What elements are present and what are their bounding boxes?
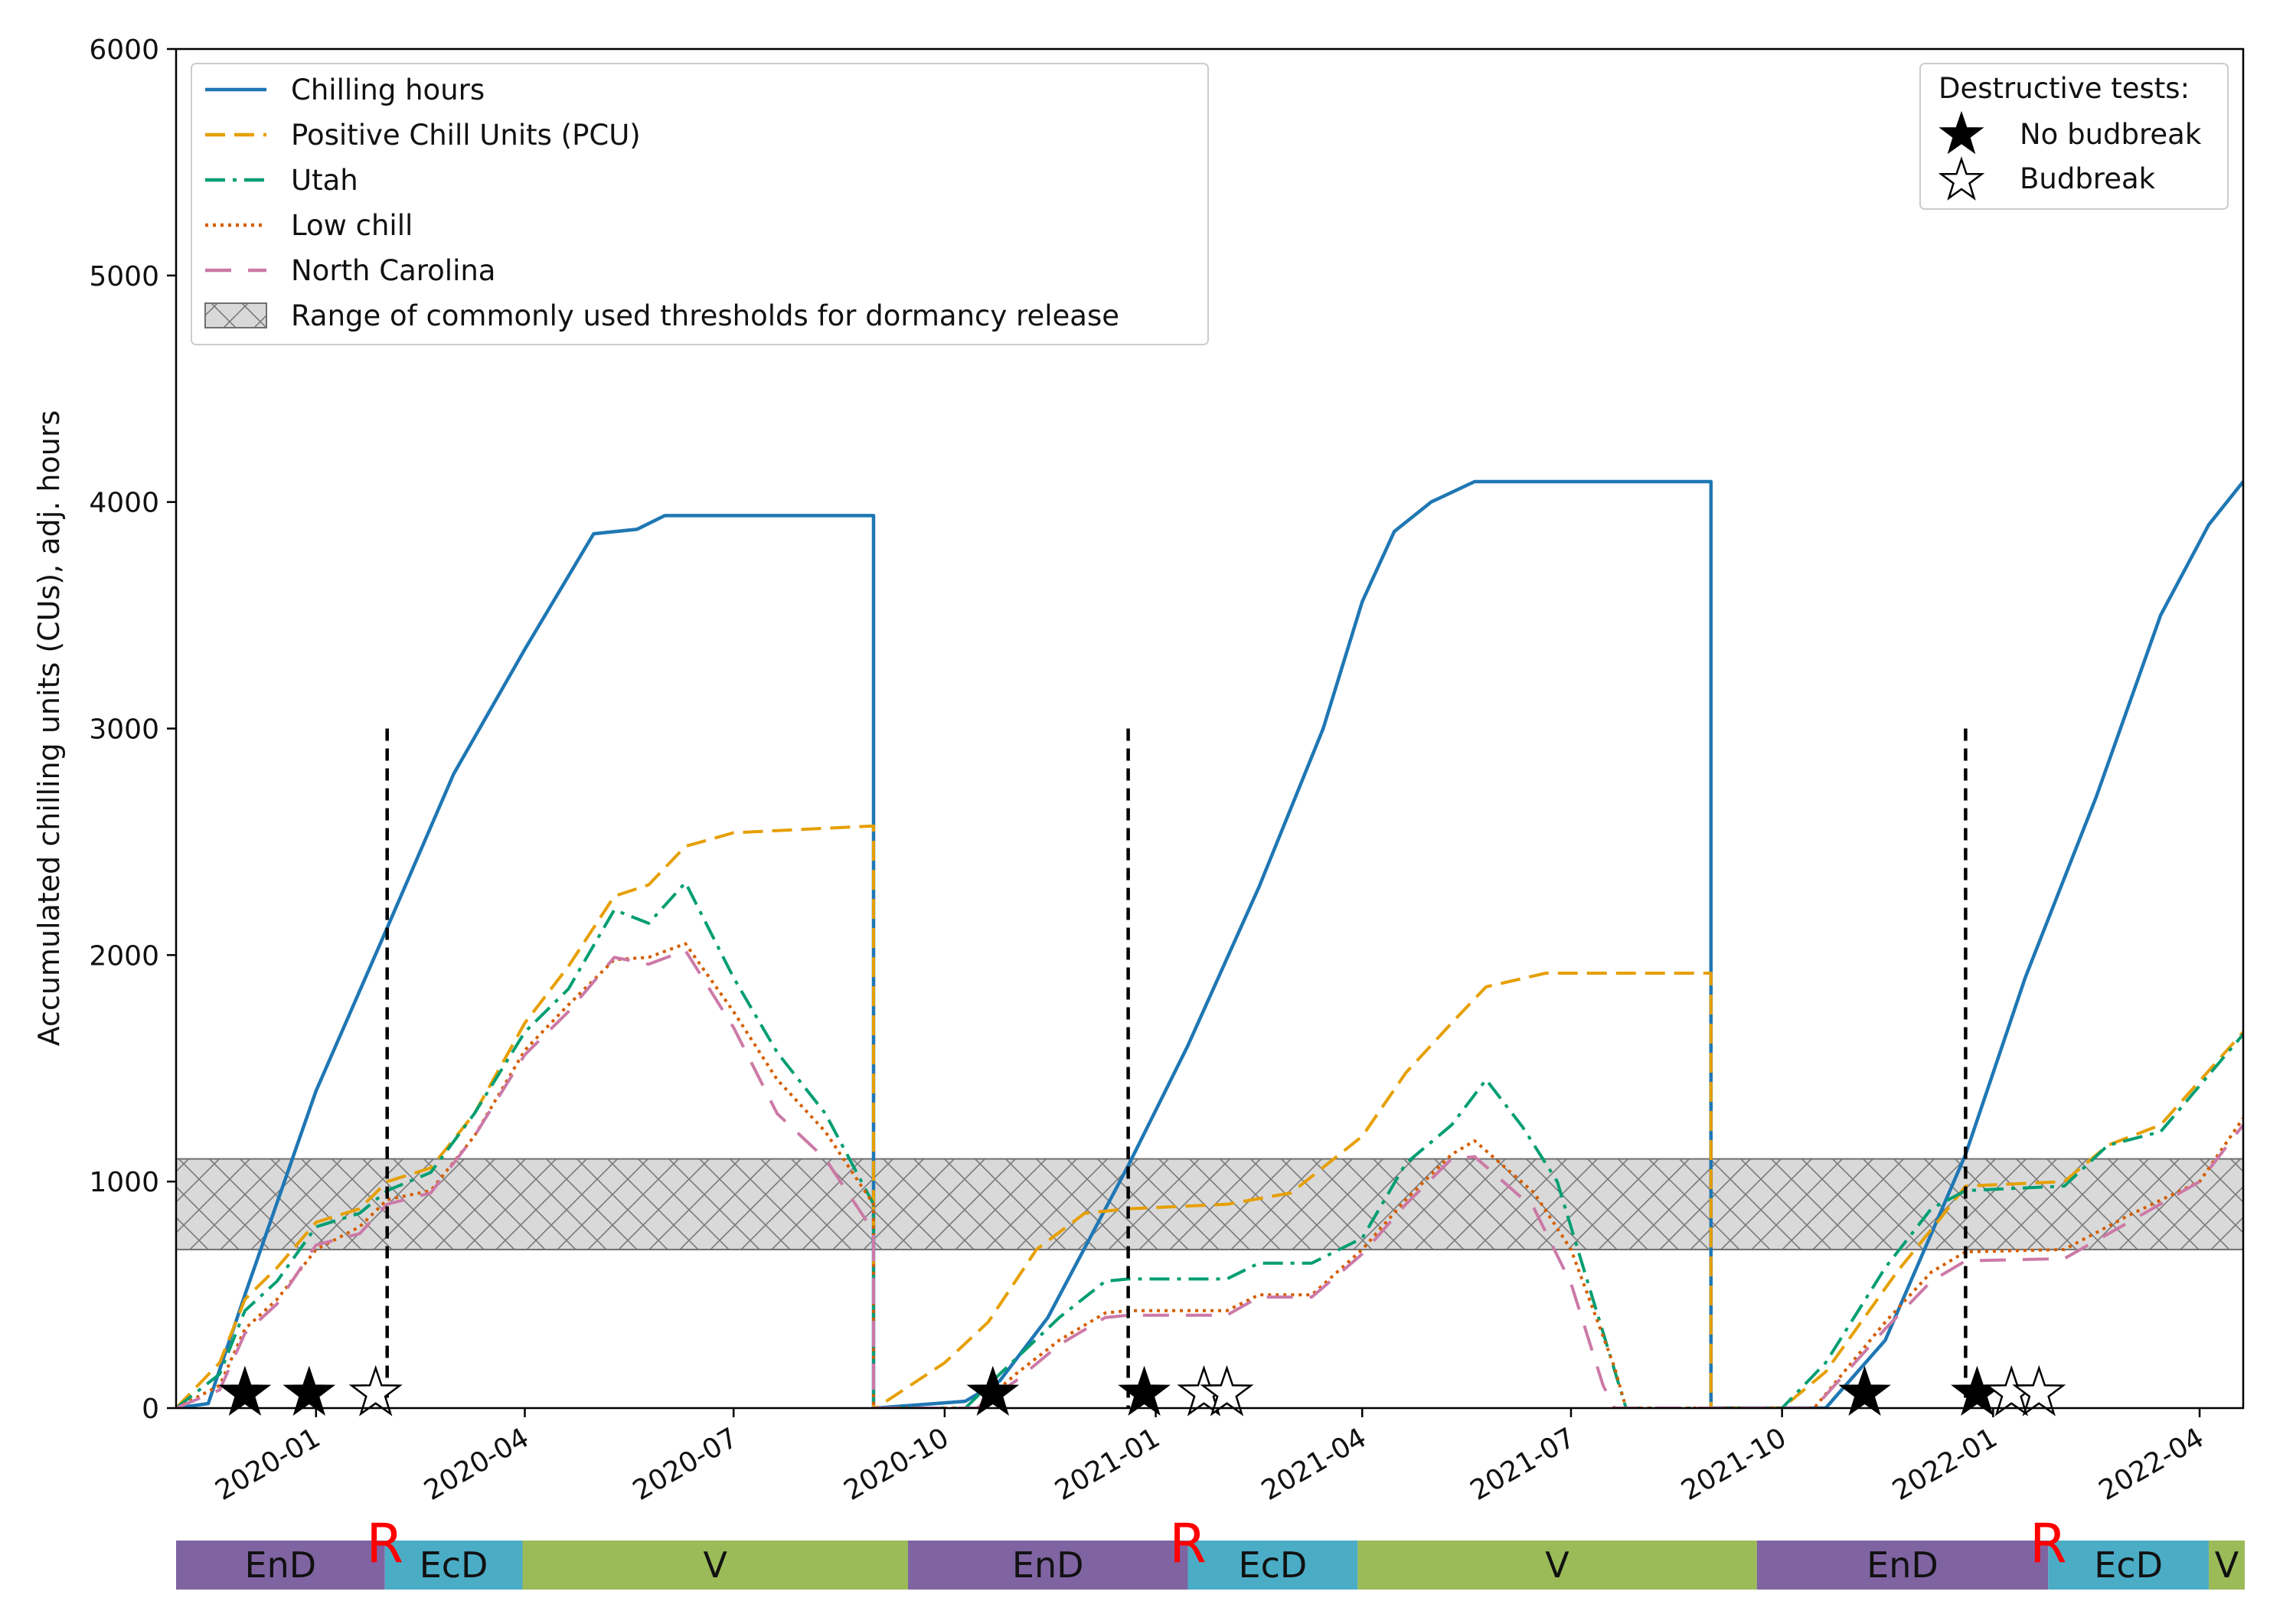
release-marker-3: R bbox=[2030, 1512, 2067, 1575]
y-tick-label-4: 3000 bbox=[89, 714, 159, 746]
x-tick-label-9: 2022-01 bbox=[1887, 1422, 2003, 1507]
x-tick-label-6: 2021-04 bbox=[1256, 1422, 1372, 1507]
y-tick-label-3: 2000 bbox=[89, 940, 159, 972]
y-tick-label-6: 5000 bbox=[89, 261, 159, 292]
phase-segment-1 bbox=[176, 1541, 385, 1590]
phase-segment-2 bbox=[384, 1541, 523, 1590]
phase-segment-4 bbox=[907, 1541, 1188, 1590]
y-tick-label-1: 0 bbox=[142, 1394, 159, 1425]
y-axis-label: Accumulated chilling units (CUs), adj. h… bbox=[32, 410, 66, 1047]
release-marker-1: R bbox=[366, 1512, 403, 1575]
legend-label-5: North Carolina bbox=[291, 254, 495, 287]
budbreak-legend-star bbox=[1938, 156, 1985, 201]
no-budbreak-star-3 bbox=[966, 1365, 1020, 1417]
legend-band-swatch bbox=[204, 302, 267, 328]
x-tick-label-7: 2021-07 bbox=[1465, 1422, 1581, 1507]
series-legend: Chilling hours Positive Chill Units (PCU)… bbox=[191, 63, 1209, 345]
phase-label-1: EnD bbox=[245, 1544, 317, 1586]
phase-label-8: EcD bbox=[2094, 1544, 2163, 1586]
x-tick-label-2: 2020-04 bbox=[419, 1422, 534, 1507]
no-budbreak-legend-star bbox=[1938, 110, 1984, 155]
phase-label-5: EcD bbox=[1239, 1544, 1308, 1586]
series-line-1 bbox=[176, 479, 2243, 1408]
legend-band-label: Range of commonly used thresholds for do… bbox=[291, 299, 1119, 332]
x-tick-label-1: 2020-01 bbox=[211, 1422, 326, 1507]
series-line-5 bbox=[176, 949, 2243, 1408]
threshold-band bbox=[175, 1158, 2244, 1250]
y-tick-label-7: 6000 bbox=[89, 34, 159, 66]
x-tick-label-10: 2022-04 bbox=[2094, 1422, 2210, 1507]
x-tick-label-3: 2020-07 bbox=[628, 1422, 743, 1507]
phase-label-3: V bbox=[703, 1544, 727, 1586]
phase-segment-3 bbox=[522, 1541, 908, 1590]
release-marker-2: R bbox=[1169, 1512, 1207, 1575]
phase-label-2: EcD bbox=[420, 1544, 488, 1586]
phase-label-7: EnD bbox=[1867, 1544, 1938, 1586]
legend-label-3: Utah bbox=[291, 164, 358, 197]
phase-segment-7 bbox=[1756, 1541, 2049, 1590]
no-budbreak-star-4 bbox=[1118, 1365, 1171, 1417]
budbreak-star-5 bbox=[2012, 1364, 2066, 1417]
no-budbreak-label: No budbreak bbox=[2020, 118, 2202, 151]
phase-label-6: V bbox=[1545, 1544, 1569, 1586]
phase-label-9: V bbox=[2215, 1544, 2239, 1586]
phase-segment-5 bbox=[1187, 1541, 1358, 1590]
series-line-3 bbox=[176, 881, 2243, 1408]
budbreak-star-1 bbox=[348, 1364, 403, 1417]
release-line-layer bbox=[385, 728, 1968, 1408]
phase-segment-6 bbox=[1357, 1541, 1757, 1590]
series-layer bbox=[176, 479, 2243, 1408]
threshold-band-layer bbox=[175, 1158, 2244, 1250]
destructive-tests-legend: Destructive tests: No budbreak Budbreak bbox=[1919, 63, 2229, 210]
series-legend-box bbox=[191, 63, 1209, 345]
no-budbreak-star-1 bbox=[218, 1365, 272, 1417]
phase-segment-8 bbox=[2048, 1541, 2210, 1590]
phase-segment-9 bbox=[2209, 1541, 2245, 1590]
x-tick-label-5: 2021-01 bbox=[1050, 1422, 1165, 1507]
legend-label-2: Positive Chill Units (PCU) bbox=[291, 119, 641, 152]
x-tick-label-8: 2021-10 bbox=[1676, 1422, 1792, 1507]
phase-bar: EnD EcD V EnD EcD V EnD EcD V R R R bbox=[176, 1512, 2245, 1590]
no-budbreak-star-5 bbox=[1838, 1365, 1891, 1417]
legend-label-1: Chilling hours bbox=[291, 74, 485, 106]
tests-legend-box bbox=[1919, 63, 2229, 210]
test-marker-layer bbox=[218, 1364, 2066, 1417]
y-tick-label-2: 1000 bbox=[89, 1167, 159, 1198]
phase-label-4: EnD bbox=[1012, 1544, 1084, 1586]
x-tick-label-4: 2020-10 bbox=[839, 1422, 955, 1507]
legend-label-4: Low chill bbox=[291, 209, 413, 242]
y-tick-label-5: 4000 bbox=[89, 488, 159, 519]
budbreak-label: Budbreak bbox=[2020, 162, 2156, 195]
tests-legend-title: Destructive tests: bbox=[1938, 72, 2190, 105]
no-budbreak-star-2 bbox=[283, 1365, 336, 1417]
budbreak-star-3 bbox=[1200, 1364, 1254, 1417]
series-line-2 bbox=[176, 824, 2243, 1408]
